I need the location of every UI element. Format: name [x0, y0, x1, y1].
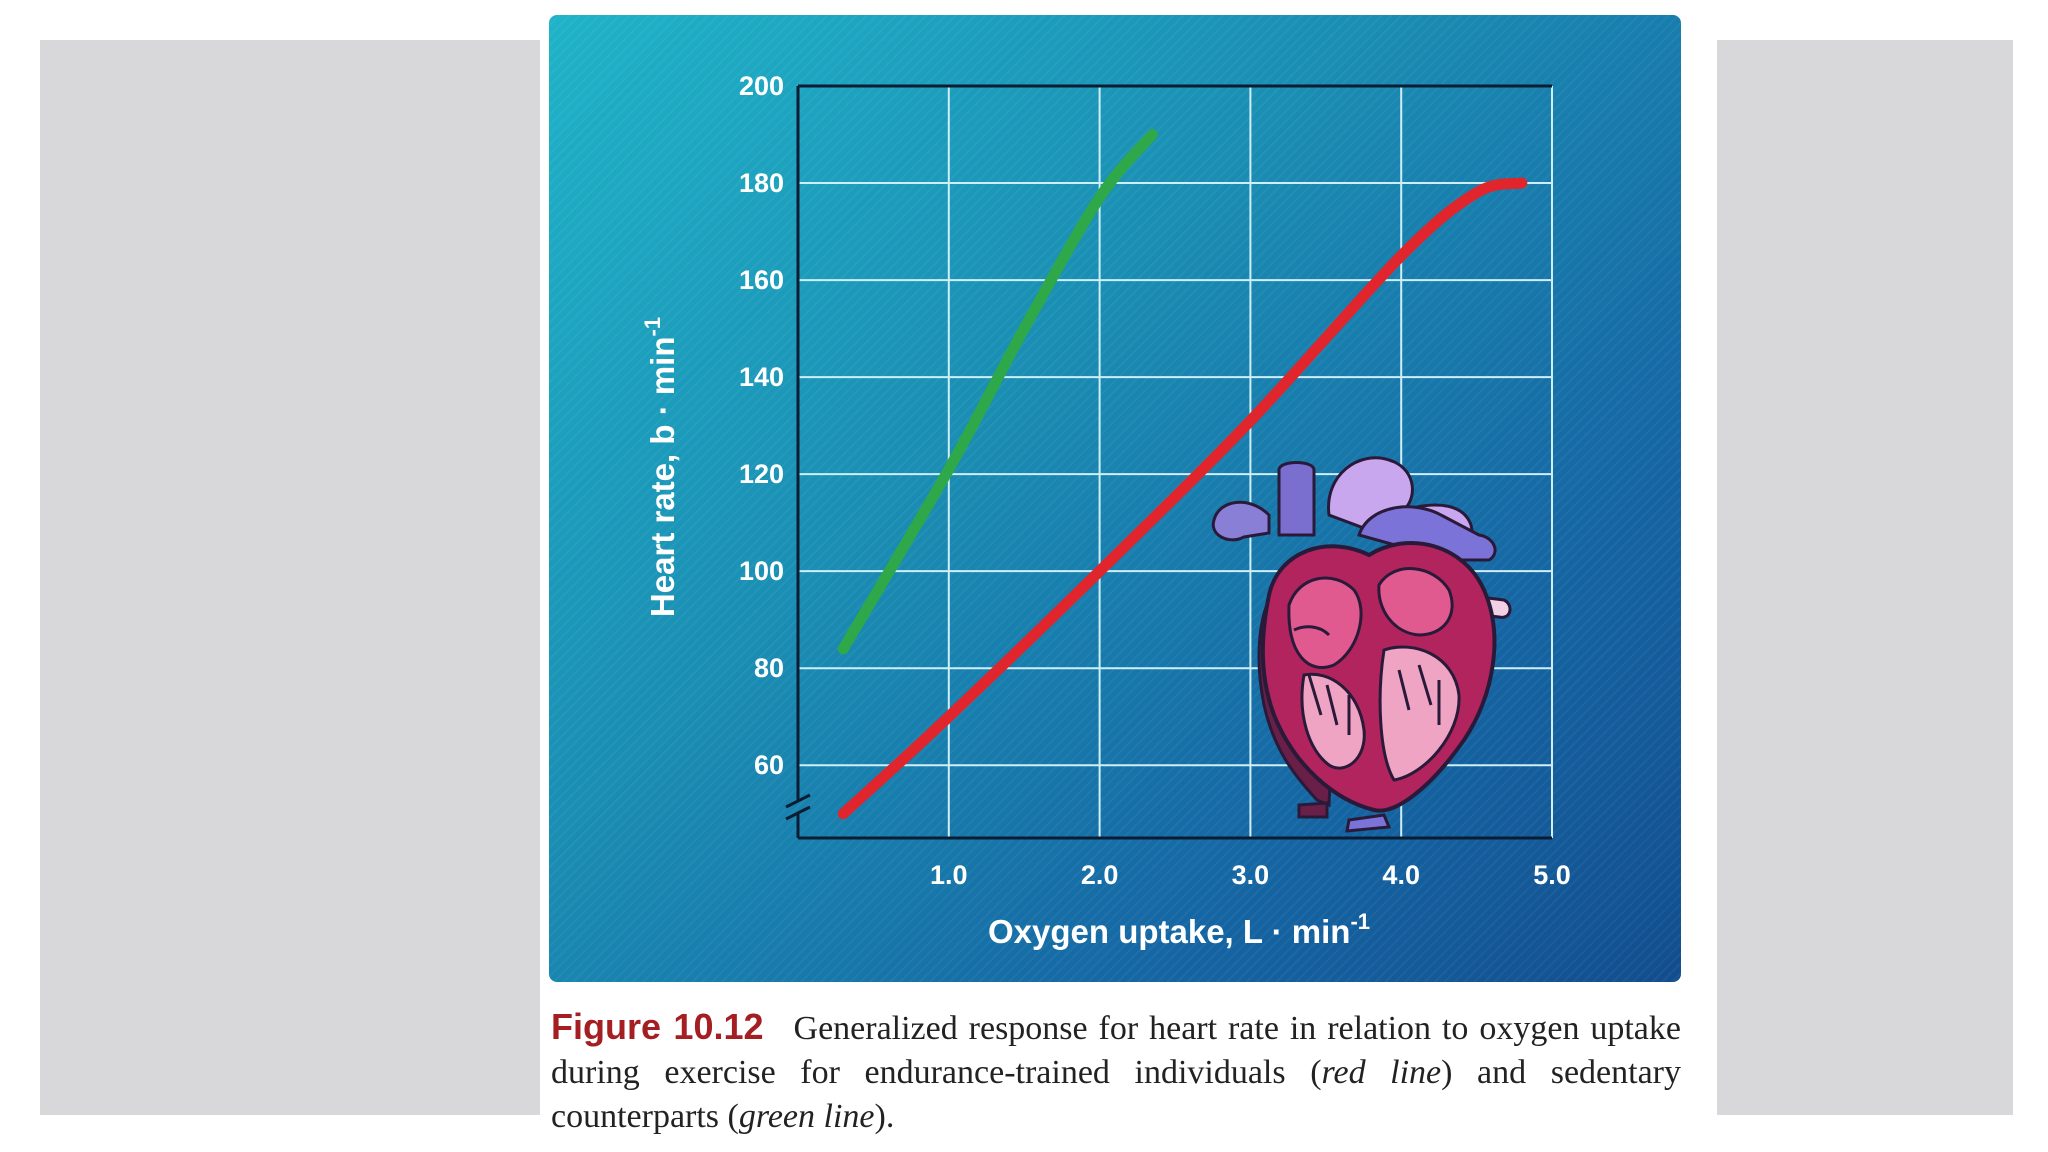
- right-gray-panel: [1717, 40, 2013, 1115]
- x-tick-5.0: 5.0: [1533, 860, 1571, 890]
- y-tick-100: 100: [739, 556, 784, 586]
- x-axis-title: Oxygen uptake, L · min-1: [988, 909, 1370, 950]
- trained-red-line: [837, 177, 1528, 820]
- figure-panel: 60 80 100 120 140 160 180 200 1.0 2.0 3.0 4.0 5.0 O…: [549, 15, 1681, 982]
- axis-break-mark-1: [785, 793, 811, 809]
- axis-break-mark-2: [785, 805, 811, 821]
- x-tick-labels: 1.0 2.0 3.0 4.0 5.0: [930, 860, 1571, 890]
- series-lines: [837, 129, 1528, 820]
- caption-text-3: ).: [874, 1098, 895, 1135]
- x-tick-4.0: 4.0: [1382, 860, 1420, 890]
- y-tick-80: 80: [754, 653, 784, 683]
- caption-red-term: red line: [1321, 1054, 1442, 1091]
- x-tick-2.0: 2.0: [1081, 860, 1119, 890]
- heart-anatomy-icon: [1211, 456, 1512, 833]
- figure-caption: Figure 10.12 Generalized response for hea…: [551, 1005, 1681, 1139]
- x-tick-1.0: 1.0: [930, 860, 968, 890]
- caption-text-2: ) and sedentary counterparts (: [551, 1054, 1681, 1135]
- caption-text-1: Generalized response for heart rate in r…: [551, 1010, 1681, 1091]
- y-tick-160: 160: [739, 265, 784, 295]
- y-tick-140: 140: [739, 362, 784, 392]
- y-tick-labels: 60 80 100 120 140 160 180 200: [739, 71, 784, 780]
- axes: [785, 84, 1552, 840]
- heart-rate-chart: 60 80 100 120 140 160 180 200 1.0 2.0 3.0 4.0 5.0 O…: [640, 71, 1571, 950]
- y-tick-120: 120: [739, 459, 784, 489]
- sedentary-green-line: [837, 129, 1158, 655]
- y-axis-title: Heart rate, b · min-1: [640, 317, 681, 617]
- x-tick-3.0: 3.0: [1232, 860, 1270, 890]
- y-tick-180: 180: [739, 168, 784, 198]
- y-tick-60: 60: [754, 750, 784, 780]
- figure-label: Figure 10.12: [551, 1006, 764, 1047]
- caption-green-term: green line: [738, 1098, 875, 1135]
- left-gray-panel: [40, 40, 540, 1115]
- y-tick-200: 200: [739, 71, 784, 101]
